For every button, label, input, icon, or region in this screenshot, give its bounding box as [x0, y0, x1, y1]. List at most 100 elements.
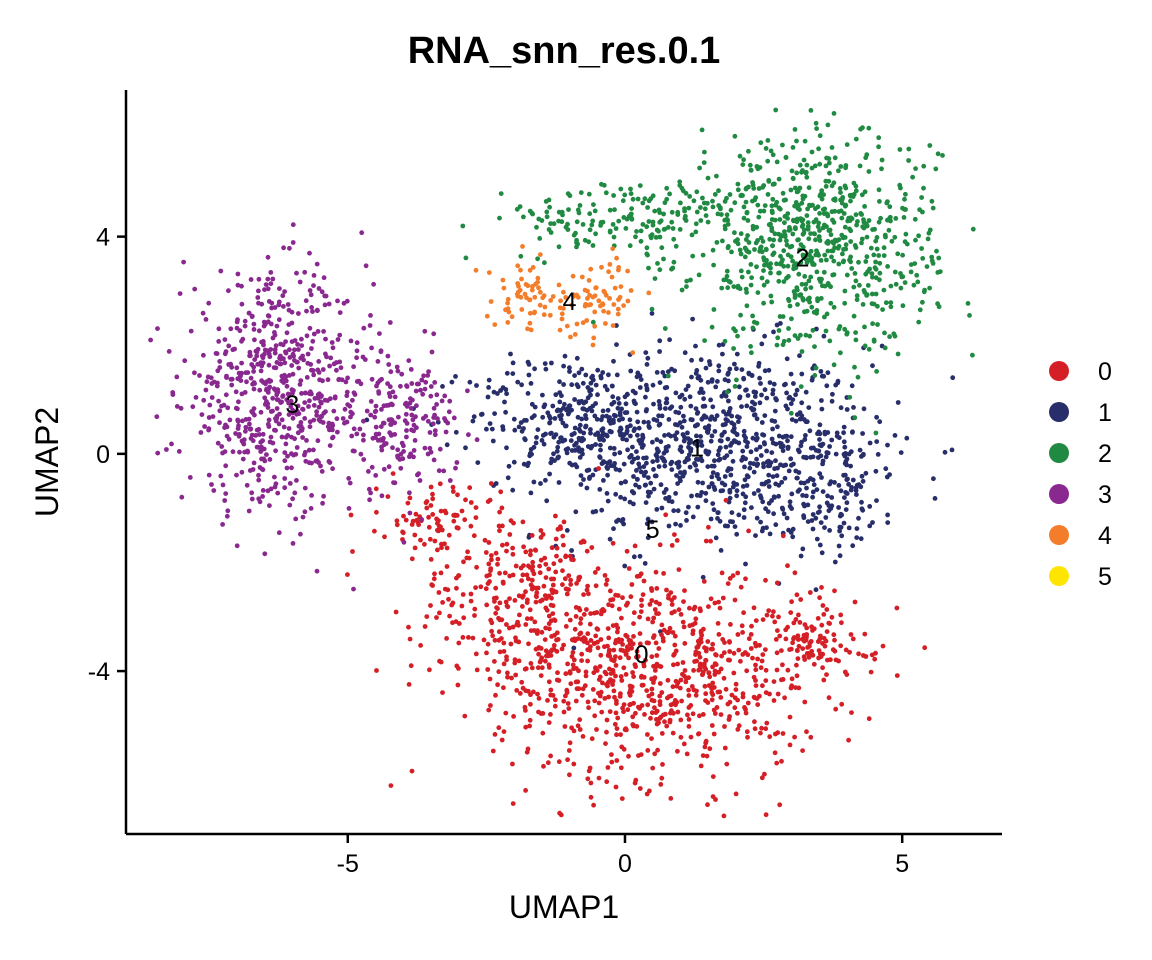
point	[646, 219, 652, 224]
point	[600, 432, 606, 438]
point	[499, 636, 504, 641]
point	[618, 480, 624, 486]
point	[518, 267, 523, 273]
point	[843, 490, 849, 495]
point	[618, 765, 624, 771]
point	[592, 698, 598, 704]
point	[763, 247, 769, 253]
point	[624, 437, 629, 443]
point	[908, 262, 914, 267]
point	[293, 516, 299, 522]
point	[773, 202, 778, 208]
point	[497, 649, 503, 655]
point	[876, 135, 882, 141]
point	[409, 556, 415, 562]
point	[744, 210, 750, 216]
point	[350, 549, 355, 554]
point	[633, 777, 639, 783]
point	[587, 621, 593, 627]
point	[525, 283, 531, 289]
point	[763, 647, 768, 652]
point	[809, 518, 815, 523]
point	[371, 281, 376, 287]
point	[679, 698, 684, 704]
point	[233, 431, 239, 436]
point	[369, 464, 375, 470]
point	[656, 413, 661, 419]
point	[929, 258, 935, 264]
point	[713, 662, 719, 667]
point	[268, 409, 274, 414]
point	[467, 379, 473, 385]
point	[521, 461, 527, 467]
point	[602, 289, 608, 295]
point	[700, 574, 706, 580]
point	[808, 734, 814, 740]
point	[718, 548, 724, 553]
point	[824, 383, 830, 389]
point	[524, 418, 529, 423]
point	[752, 726, 758, 732]
point	[633, 482, 638, 488]
point	[540, 414, 546, 420]
point	[555, 444, 561, 450]
point	[808, 445, 814, 451]
point	[728, 519, 733, 524]
point	[558, 416, 564, 422]
point	[795, 637, 801, 642]
point	[599, 264, 604, 270]
point	[315, 438, 321, 444]
point	[769, 436, 775, 442]
point	[590, 342, 596, 348]
point	[613, 673, 618, 679]
point	[585, 699, 591, 705]
point	[607, 666, 612, 672]
point	[169, 441, 174, 447]
point	[567, 460, 573, 466]
point	[295, 342, 300, 347]
point	[596, 298, 602, 304]
point	[463, 497, 468, 503]
point	[567, 193, 573, 199]
point	[764, 261, 770, 267]
point	[646, 693, 652, 699]
point	[792, 185, 798, 191]
point	[776, 433, 782, 439]
point	[820, 461, 825, 467]
point	[567, 772, 572, 778]
point	[699, 443, 705, 448]
point	[805, 478, 811, 484]
point	[675, 680, 681, 686]
point	[555, 526, 561, 532]
point	[561, 289, 566, 295]
point	[898, 271, 903, 276]
point	[311, 273, 317, 278]
point	[566, 706, 572, 711]
point	[427, 445, 433, 451]
point	[817, 211, 822, 216]
point	[608, 429, 614, 435]
point	[602, 383, 608, 389]
point	[409, 427, 414, 433]
point	[287, 355, 293, 360]
point	[847, 257, 852, 263]
point	[842, 235, 848, 240]
point	[321, 275, 327, 281]
point	[848, 463, 853, 469]
point	[678, 200, 683, 206]
point	[643, 408, 649, 414]
point	[864, 223, 870, 229]
point	[862, 631, 868, 637]
point	[540, 295, 546, 301]
point	[561, 542, 566, 548]
point	[772, 619, 778, 625]
point	[270, 276, 276, 282]
point	[272, 350, 278, 356]
point	[611, 193, 616, 198]
point	[723, 277, 729, 282]
point	[551, 451, 556, 457]
point	[761, 481, 767, 487]
point	[461, 615, 467, 621]
cluster-4-points	[473, 244, 652, 356]
point	[526, 372, 532, 378]
